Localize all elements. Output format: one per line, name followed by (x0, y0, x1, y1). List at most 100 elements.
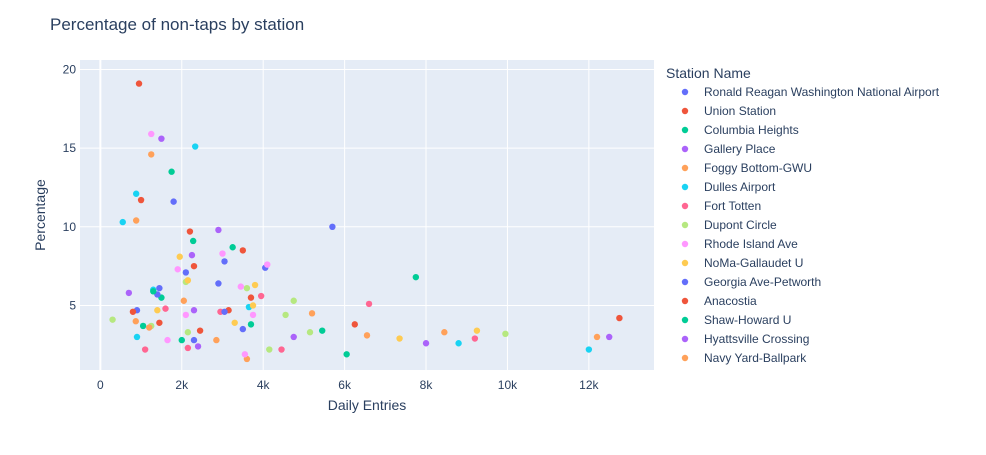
data-point[interactable] (455, 340, 462, 347)
data-point[interactable] (139, 322, 147, 330)
legend-item[interactable]: Fort Totten (681, 199, 761, 213)
data-point[interactable] (306, 329, 314, 336)
data-point[interactable] (219, 250, 226, 257)
data-point[interactable] (148, 151, 155, 158)
legend-item[interactable]: Shaw-Howard U (681, 313, 792, 327)
data-point[interactable] (282, 311, 289, 319)
data-point[interactable] (168, 168, 175, 175)
data-point[interactable] (308, 310, 316, 317)
data-point[interactable] (158, 135, 165, 142)
data-point[interactable] (119, 218, 126, 226)
data-point[interactable] (257, 292, 265, 300)
data-point[interactable] (190, 336, 198, 344)
legend-item[interactable]: Foggy Bottom-GWU (681, 161, 812, 175)
data-point[interactable] (189, 237, 197, 245)
legend-item[interactable]: Hyattsville Crossing (681, 332, 810, 346)
data-point[interactable] (278, 346, 285, 353)
data-point[interactable] (290, 297, 297, 304)
data-point[interactable] (231, 319, 238, 326)
data-point[interactable] (125, 289, 133, 297)
data-point[interactable] (251, 281, 259, 289)
data-point[interactable] (190, 262, 198, 270)
data-point[interactable] (593, 333, 601, 341)
data-point[interactable] (132, 217, 140, 224)
data-point[interactable] (188, 251, 196, 259)
data-point[interactable] (186, 228, 194, 235)
data-point[interactable] (132, 190, 140, 197)
data-point[interactable] (249, 311, 257, 319)
data-point[interactable] (502, 330, 509, 338)
data-point[interactable] (135, 80, 143, 87)
legend-item[interactable]: Union Station (681, 104, 776, 118)
data-point[interactable] (471, 335, 479, 342)
legend-item[interactable]: Gallery Place (681, 142, 776, 156)
data-point[interactable] (247, 294, 255, 301)
data-point[interactable] (192, 143, 199, 150)
data-point[interactable] (141, 346, 149, 353)
data-point[interactable] (154, 307, 161, 314)
data-point[interactable] (247, 321, 255, 328)
data-point[interactable] (146, 324, 153, 331)
data-point[interactable] (215, 226, 222, 234)
data-point[interactable] (290, 333, 297, 341)
data-point[interactable] (351, 321, 358, 328)
data-point[interactable] (241, 351, 249, 358)
legend-item[interactable]: Columbia Heights (681, 123, 799, 137)
data-point[interactable] (190, 307, 198, 314)
data-point[interactable] (215, 280, 222, 287)
legend-item[interactable]: Dupont Circle (681, 218, 777, 232)
data-point[interactable] (176, 253, 183, 260)
data-point[interactable] (184, 329, 192, 336)
data-point[interactable] (133, 333, 141, 341)
data-point[interactable] (194, 343, 202, 350)
data-point[interactable] (396, 335, 403, 342)
data-point[interactable] (174, 266, 181, 273)
data-point[interactable] (137, 196, 145, 204)
legend-item[interactable]: Anacostia (681, 294, 757, 308)
data-point[interactable] (473, 327, 481, 334)
data-point[interactable] (184, 344, 192, 352)
legend-item[interactable]: Georgia Ave-Petworth (681, 275, 821, 289)
data-point[interactable] (319, 327, 326, 334)
data-point[interactable] (221, 308, 228, 315)
data-point[interactable] (109, 316, 116, 323)
data-point[interactable] (221, 258, 228, 265)
data-point[interactable] (164, 336, 171, 344)
data-point[interactable] (585, 346, 593, 353)
data-point[interactable] (182, 311, 190, 319)
legend-item[interactable]: Rhode Island Ave (681, 237, 798, 251)
data-point[interactable] (249, 302, 257, 309)
data-point[interactable] (178, 336, 185, 344)
data-point[interactable] (266, 346, 273, 353)
data-point[interactable] (363, 332, 371, 339)
plot-area[interactable] (80, 60, 654, 370)
legend-item[interactable]: NoMa-Gallaudet U (681, 256, 804, 270)
data-point[interactable] (213, 336, 220, 344)
data-point[interactable] (243, 284, 251, 292)
data-point[interactable] (170, 198, 177, 205)
legend-item[interactable]: Ronald Reagan Washington National Airpor… (681, 85, 940, 99)
data-point[interactable] (196, 327, 204, 334)
data-point[interactable] (365, 300, 373, 308)
data-point[interactable] (180, 297, 188, 304)
data-point[interactable] (132, 318, 139, 325)
data-point[interactable] (329, 223, 336, 231)
data-point[interactable] (239, 247, 247, 254)
legend-item[interactable]: Dulles Airport (681, 180, 776, 194)
data-point[interactable] (129, 308, 137, 315)
data-point[interactable] (412, 273, 420, 281)
data-point[interactable] (150, 288, 157, 295)
data-point[interactable] (616, 314, 623, 322)
legend-item[interactable]: Navy Yard-Ballpark (681, 351, 807, 365)
data-point[interactable] (606, 333, 613, 341)
data-point[interactable] (162, 305, 169, 312)
data-point[interactable] (264, 261, 271, 268)
data-point[interactable] (237, 283, 245, 290)
data-point[interactable] (343, 351, 350, 358)
data-point[interactable] (229, 244, 236, 251)
data-point[interactable] (156, 319, 163, 326)
data-point[interactable] (441, 329, 448, 336)
data-point[interactable] (422, 340, 430, 347)
data-point[interactable] (239, 325, 247, 333)
data-point[interactable] (148, 130, 155, 138)
